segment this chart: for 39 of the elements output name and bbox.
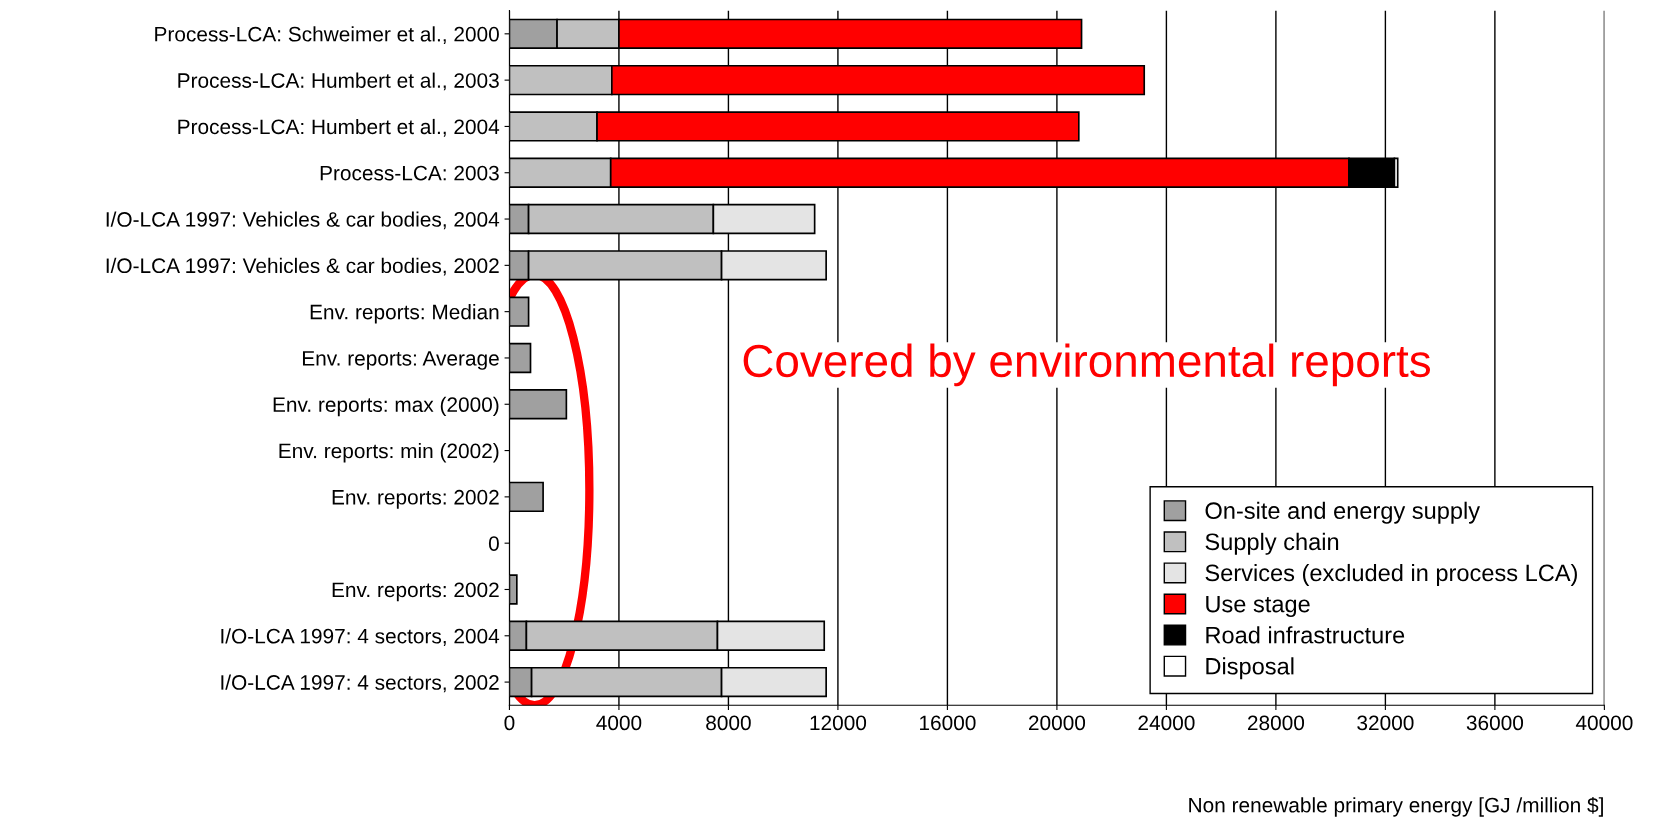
- y-tick-label: I/O-LCA 1997: 4 sectors, 2004: [221, 628, 500, 646]
- y-tick-label: Env. reports: 2002: [332, 489, 499, 509]
- x-tick-label: 0: [504, 715, 515, 731]
- y-tick-label: Process-LCA: 2003: [320, 165, 499, 181]
- legend-label: On-site and energy supply: [1205, 501, 1481, 524]
- x-tick-label: 4000: [596, 715, 642, 731]
- y-tick-label: Env. reports: Average: [302, 351, 499, 370]
- y-tick-label: Process-LCA: Humbert et al., 2004: [178, 118, 500, 137]
- y-tick-label: Env. reports: min (2002): [279, 443, 499, 463]
- y-tick-label: Process-LCA: Schweimer et al., 2000: [155, 26, 499, 45]
- legend-label: Disposal: [1206, 657, 1294, 680]
- bar: [509, 574, 518, 605]
- x-axis-title: Non renewable primary energy [GJ /million $]: [1189, 796, 1603, 817]
- bar: [509, 296, 530, 327]
- y-tick-label: I/O-LCA 1997: 4 sectors, 2002: [221, 674, 499, 693]
- y-tick-label: 0: [488, 536, 499, 551]
- y-tick-label: Env. reports: 2002: [332, 582, 499, 602]
- x-tick-label: 36000: [1466, 715, 1524, 731]
- legend-label: Road infrastructure: [1206, 626, 1405, 644]
- y-tick-label: Env. reports: max (2000): [273, 396, 499, 417]
- x-tick-label: 40000: [1575, 715, 1633, 731]
- legend-label: Supply chain: [1205, 532, 1339, 555]
- x-tick-label: 12000: [810, 715, 867, 731]
- annotation: Covered by environmental reports: [743, 343, 1431, 387]
- x-tick-label: 16000: [920, 715, 976, 731]
- x-tick-label: 24000: [1138, 715, 1195, 731]
- legend-label: Services (excluded in process LCA): [1205, 563, 1577, 586]
- x-tick-label: 8000: [706, 715, 751, 731]
- y-tick-label: Env. reports: Median: [310, 304, 499, 324]
- bar: [509, 389, 568, 420]
- legend-label: Use stage: [1206, 595, 1310, 618]
- bar: [509, 342, 532, 374]
- y-tick-label: I/O-LCA 1997: Vehicles & car bodies, 2004: [106, 211, 500, 230]
- y-tick-label: I/O-LCA 1997: Vehicles & car bodies, 2002: [106, 257, 499, 276]
- y-tick-label: Process-LCA: Humbert et al., 2003: [178, 72, 499, 91]
- x-tick-label: 28000: [1247, 715, 1305, 731]
- x-tick-label: 20000: [1028, 715, 1086, 731]
- bar: [509, 481, 544, 513]
- x-tick-label: 32000: [1357, 715, 1414, 731]
